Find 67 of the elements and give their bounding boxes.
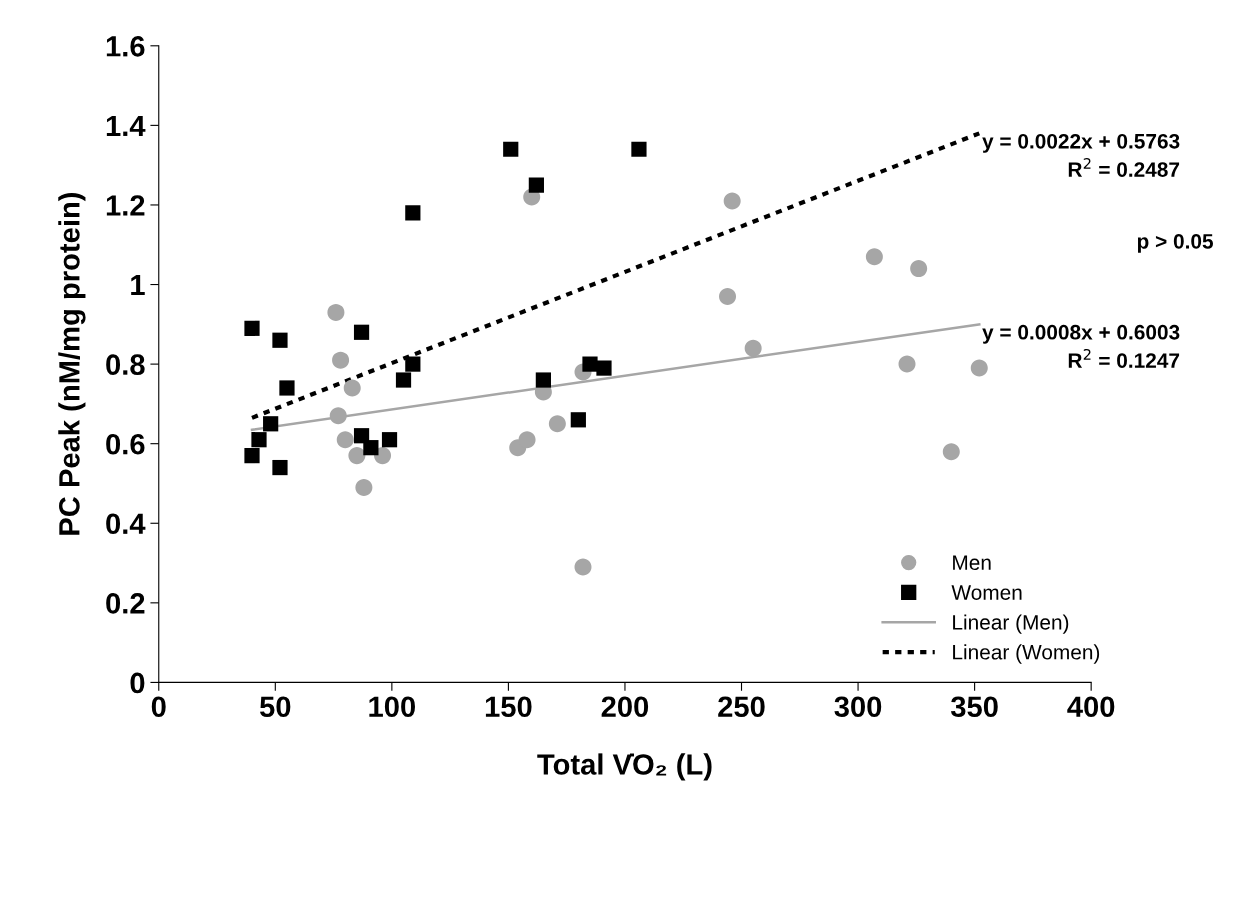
point <box>518 431 536 449</box>
annotation: y = 0.0008x + 0.6003 R$^{2}$ = 0.1247 <box>982 324 1180 368</box>
point <box>332 351 350 369</box>
point <box>244 448 260 464</box>
point <box>343 379 361 397</box>
x-tick-label: 250 <box>718 696 765 718</box>
point <box>582 356 598 372</box>
x-tick-label: 150 <box>485 696 532 718</box>
point <box>279 380 295 396</box>
point <box>336 431 354 449</box>
y-tick-label: 0 <box>130 672 145 694</box>
y-tick-label: 1.2 <box>106 195 145 216</box>
y-tick-label: 0.2 <box>106 593 145 614</box>
point <box>327 303 345 321</box>
y-tick-label: 0.8 <box>106 354 145 375</box>
point <box>348 447 366 465</box>
point <box>272 459 288 476</box>
point <box>353 428 370 444</box>
annotation: y = 0.0022x + 0.5763 R$^{2}$ = 0.2487 <box>982 133 1180 177</box>
point <box>723 192 741 210</box>
point <box>570 412 586 428</box>
y-axis-title: PC Peak (nM/mg protein) <box>58 192 86 535</box>
x-tick-label: 0 <box>151 696 166 718</box>
point <box>719 287 737 305</box>
point <box>374 447 392 465</box>
x-axis-title: Total V̇O₂ (L) <box>537 753 712 781</box>
y-tick-label: 0.6 <box>106 433 145 455</box>
x-tick-label: 350 <box>950 696 998 718</box>
point <box>865 248 883 266</box>
point <box>898 355 916 373</box>
point <box>535 372 551 388</box>
point <box>405 356 421 372</box>
point <box>272 332 288 348</box>
y-tick-label: 1.4 <box>106 115 146 136</box>
x-tick-label: 300 <box>834 696 882 718</box>
y-tick-label: 0.4 <box>106 513 146 535</box>
y-tick-label: 1 <box>131 275 145 296</box>
legend-label: Men <box>953 555 991 571</box>
point <box>744 339 762 357</box>
point <box>942 443 960 461</box>
point <box>528 177 544 193</box>
point <box>263 416 279 432</box>
point <box>355 478 373 496</box>
x-tick-label: 100 <box>369 696 415 718</box>
y-tick-label: 1.6 <box>106 36 145 57</box>
point <box>381 432 398 448</box>
point <box>251 432 267 448</box>
point <box>631 141 647 157</box>
legend-label: Linear (Women) <box>953 644 1100 664</box>
point <box>329 407 347 425</box>
point <box>244 320 260 336</box>
x-tick-label: 50 <box>259 696 291 718</box>
point <box>405 205 421 221</box>
legend-label: Linear (Men) <box>953 614 1069 634</box>
point <box>910 260 928 278</box>
text: p > 0.05 <box>1137 233 1214 253</box>
point <box>395 372 412 388</box>
point <box>353 324 370 340</box>
point <box>503 141 519 157</box>
point <box>596 360 612 376</box>
x-tick-label: 200 <box>601 696 649 718</box>
point <box>970 359 988 377</box>
point <box>363 440 379 456</box>
legend-label: Women <box>951 585 1022 600</box>
point <box>574 558 592 576</box>
x-tick-label: 400 <box>1067 696 1115 718</box>
point <box>548 415 566 433</box>
